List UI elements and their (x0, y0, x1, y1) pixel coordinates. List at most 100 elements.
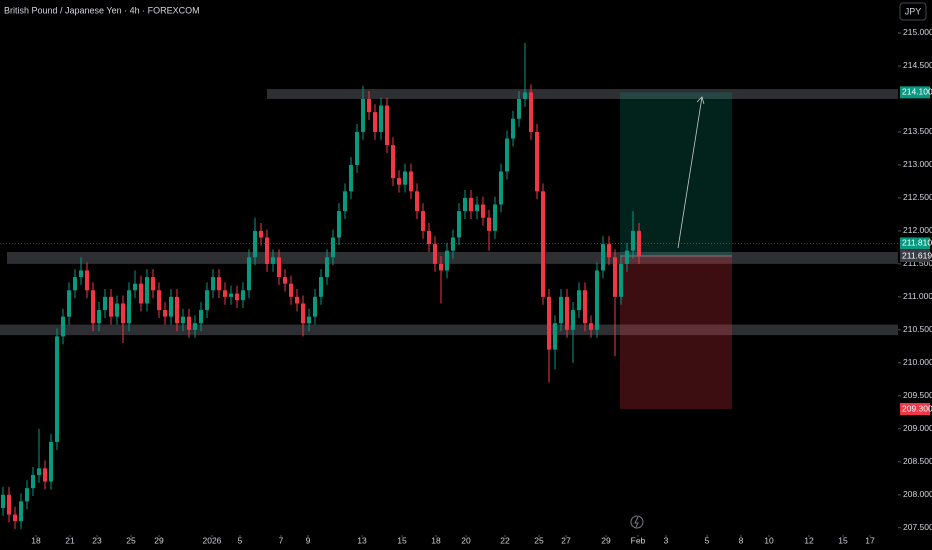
x-tick-label: 17 (865, 535, 875, 545)
candle-body (312, 296, 317, 317)
candle-body (78, 270, 83, 278)
candle-body (462, 197, 467, 212)
candle-body (168, 296, 173, 317)
price-tag (900, 86, 930, 99)
lightning-icon[interactable] (630, 515, 644, 529)
x-tick-label: 12 (804, 535, 814, 545)
candle-body (348, 164, 353, 192)
candle-body (306, 316, 311, 324)
currency-button[interactable] (899, 2, 927, 21)
candle-body (258, 230, 263, 238)
x-tick-label: 18 (431, 535, 441, 545)
x-tick-label: 13 (357, 535, 367, 545)
candle-body (60, 316, 65, 337)
x-tick-label: 29 (601, 535, 611, 545)
candle-body (384, 105, 389, 146)
candle-body (282, 277, 287, 284)
price-tag-label: 214.100 (902, 87, 932, 97)
candle-body (192, 323, 197, 330)
candle-body (558, 296, 563, 324)
candle-body (450, 237, 455, 251)
icon-circle[interactable] (630, 515, 644, 529)
icon-bolt[interactable] (634, 516, 639, 528)
profit-area (620, 92, 732, 257)
y-tick-label: 209.500 (903, 390, 932, 400)
y-tick-label: 208.000 (903, 489, 932, 499)
candle-body (252, 230, 257, 258)
candle-body (198, 310, 203, 324)
candle-body (246, 257, 251, 291)
axis-layer: 215.000 214.500 213.500 213.000 212.500 212.0… (31, 27, 932, 545)
candle-body (174, 296, 179, 324)
x-tick-label: 15 (838, 535, 848, 545)
candle-body (486, 217, 491, 231)
y-tick-label: 212.000 (903, 225, 932, 235)
candle-body (456, 211, 461, 238)
candle-body (606, 244, 611, 258)
candle-body (222, 290, 227, 297)
candle-body (618, 263, 623, 297)
candle-body (366, 98, 371, 113)
candle-body (396, 178, 401, 185)
candle-body (612, 257, 617, 297)
candle-body (546, 296, 551, 350)
y-tick-label: 212.500 (903, 192, 932, 202)
candle-body (402, 171, 407, 185)
candle-body (378, 105, 383, 132)
zone (0, 324, 898, 336)
x-tick-label: 7 (279, 535, 284, 545)
candle-body (324, 257, 329, 278)
candle-body (552, 323, 557, 350)
candle-body (84, 270, 89, 291)
candle-body (516, 98, 521, 119)
x-tick-label: 25 (126, 535, 136, 545)
y-tick-label: 210.000 (903, 357, 932, 367)
x-tick-label: 20 (461, 535, 471, 545)
candle-body (234, 293, 239, 301)
candle-body (426, 230, 431, 245)
x-tick-label: 3 (664, 535, 669, 545)
candle-body (162, 310, 167, 317)
candle-body (576, 290, 581, 311)
candle-body (564, 296, 569, 330)
candle-body (336, 211, 341, 238)
candle-body (66, 290, 71, 317)
candle-body (480, 204, 485, 218)
currency-label[interactable]: JPY (905, 6, 922, 16)
candle-body (438, 263, 443, 271)
position-layer (0, 92, 898, 410)
y-tick-label: 211.500 (903, 258, 932, 268)
candle-body (390, 145, 395, 179)
candle-body (510, 118, 515, 139)
candle-body (36, 468, 41, 475)
x-tick-label: 18 (31, 535, 41, 545)
candle-body (534, 131, 539, 192)
candle-body (204, 290, 209, 311)
candle-body (408, 171, 413, 192)
candle-body (96, 310, 101, 324)
candle-body (420, 211, 425, 231)
candle-body (228, 293, 233, 297)
candle-body (444, 250, 449, 271)
y-tick-label: 214.500 (903, 60, 932, 70)
candle-body (126, 290, 131, 324)
x-tick-label: Feb (631, 535, 646, 545)
candle-body (342, 191, 347, 212)
candle-body (270, 257, 275, 264)
candle-body (42, 468, 47, 482)
candle-body (24, 488, 29, 502)
candle-body (594, 270, 599, 330)
candle-body (132, 283, 137, 291)
candle-body (300, 303, 305, 324)
y-tick-label: 207.500 (903, 522, 932, 532)
x-tick-label: 29 (154, 535, 164, 545)
y-tick-label: 208.500 (903, 456, 932, 466)
candle-body (210, 277, 215, 291)
y-tick-label: 213.500 (903, 126, 932, 136)
price-tag (900, 237, 930, 250)
price-tag-label: 211.619 (902, 250, 932, 260)
candle-body (72, 277, 77, 291)
